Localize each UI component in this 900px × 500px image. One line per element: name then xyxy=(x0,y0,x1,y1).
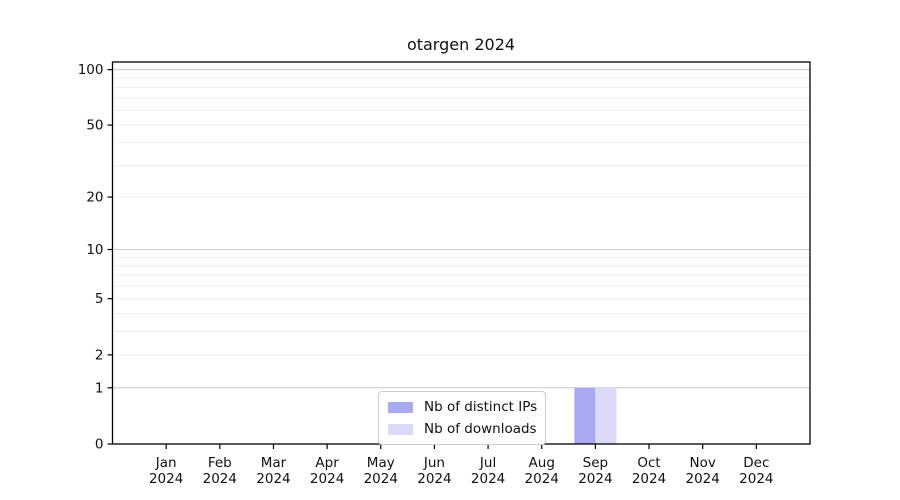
y-tick-label: 1 xyxy=(95,380,104,396)
x-tick-label-year: 2024 xyxy=(417,471,451,487)
y-tick-label: 100 xyxy=(78,62,104,78)
x-tick-label-year: 2024 xyxy=(632,471,666,487)
x-tick-label-month: Oct xyxy=(637,455,660,471)
x-tick-label-month: Sep xyxy=(583,455,608,471)
x-tick-label-year: 2024 xyxy=(203,471,237,487)
x-tick-label-year: 2024 xyxy=(310,471,344,487)
legend-label-downloads: Nb of downloads xyxy=(424,421,537,437)
x-tick-label-year: 2024 xyxy=(686,471,720,487)
x-tick-label-year: 2024 xyxy=(525,471,559,487)
plot-frame xyxy=(111,61,811,445)
y-tick-label: 0 xyxy=(95,437,104,453)
y-tick-label: 10 xyxy=(86,242,103,258)
x-tick-label-month: Jan xyxy=(155,455,177,471)
x-tick-label-month: Nov xyxy=(690,455,716,471)
y-tick-label: 20 xyxy=(86,190,103,206)
chart-legend: Nb of distinct IPs Nb of downloads xyxy=(378,391,547,445)
x-tick-label-month: Feb xyxy=(208,455,232,471)
bar-distinct-ips xyxy=(574,387,596,444)
chart-title: otargen 2024 xyxy=(406,35,516,54)
x-tick-label-year: 2024 xyxy=(149,471,183,487)
x-tick-label-month: Jul xyxy=(479,455,496,471)
x-tick-label-month: Jun xyxy=(423,455,445,471)
y-tick-label: 2 xyxy=(95,347,104,363)
legend-item-distinct-ips: Nb of distinct IPs xyxy=(388,396,537,418)
x-tick-label-month: Apr xyxy=(315,455,339,471)
x-tick-label-year: 2024 xyxy=(256,471,290,487)
legend-swatch-downloads xyxy=(388,423,413,435)
legend-swatch-distinct-ips xyxy=(388,401,413,413)
x-tick-label-month: Dec xyxy=(743,455,769,471)
x-tick-label-month: Mar xyxy=(261,455,287,471)
bar-downloads xyxy=(595,387,617,444)
x-tick-label-year: 2024 xyxy=(578,471,612,487)
x-tick-label-year: 2024 xyxy=(739,471,773,487)
x-tick-label-month: Aug xyxy=(529,455,555,471)
legend-item-downloads: Nb of downloads xyxy=(388,418,537,440)
y-tick-label: 50 xyxy=(86,118,103,134)
x-tick-label-year: 2024 xyxy=(364,471,398,487)
x-tick-label-year: 2024 xyxy=(471,471,505,487)
x-tick-label-month: May xyxy=(367,455,395,471)
y-tick-label: 5 xyxy=(95,291,104,307)
legend-label-distinct-ips: Nb of distinct IPs xyxy=(424,399,538,415)
